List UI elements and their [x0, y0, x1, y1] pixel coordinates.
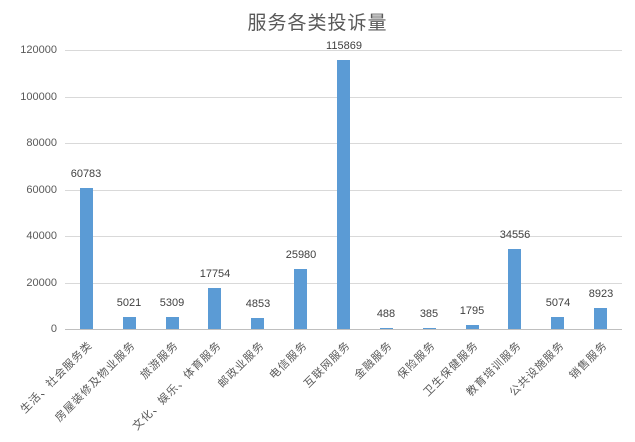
- bar: [166, 317, 179, 329]
- data-label: 34556: [499, 229, 531, 241]
- bar: [423, 328, 436, 329]
- x-axis-line: [65, 329, 622, 330]
- data-label: 1795: [459, 305, 485, 317]
- y-tick-label: 100000: [20, 91, 57, 103]
- bar: [208, 288, 221, 329]
- bar: [123, 317, 136, 329]
- x-tick-label: 销售服务: [566, 338, 610, 382]
- bar: [508, 249, 521, 329]
- y-tick-label: 20000: [26, 277, 57, 289]
- data-label: 115869: [326, 40, 362, 52]
- y-tick-label: 120000: [20, 44, 57, 56]
- data-label: 5021: [116, 297, 142, 309]
- x-tick-label: 生活、社会服务类: [17, 338, 95, 416]
- data-label: 25980: [285, 249, 317, 261]
- bar: [337, 60, 350, 329]
- bar: [251, 318, 264, 329]
- data-label: 8923: [588, 288, 614, 300]
- x-tick-label: 金融服务: [351, 338, 395, 382]
- data-label: 488: [376, 308, 396, 320]
- y-tick-label: 0: [50, 323, 57, 335]
- data-label: 4853: [245, 298, 271, 310]
- y-tick-label: 60000: [26, 184, 57, 196]
- bar: [594, 308, 607, 329]
- data-label: 60783: [70, 168, 102, 180]
- gridline: [65, 50, 622, 51]
- y-tick-label: 80000: [26, 137, 57, 149]
- y-tick-label: 40000: [26, 230, 57, 242]
- data-label: 5309: [159, 297, 185, 309]
- x-tick-label: 房屋装修及物业服务: [52, 338, 138, 425]
- data-label: 17754: [199, 268, 231, 280]
- bar: [80, 188, 93, 329]
- chart-title: 服务各类投诉量: [247, 12, 388, 34]
- bar: [551, 317, 564, 329]
- bar: [380, 328, 393, 329]
- bar: [294, 269, 307, 329]
- data-label: 385: [419, 308, 439, 320]
- bar: [466, 325, 479, 329]
- data-label: 5074: [545, 297, 571, 309]
